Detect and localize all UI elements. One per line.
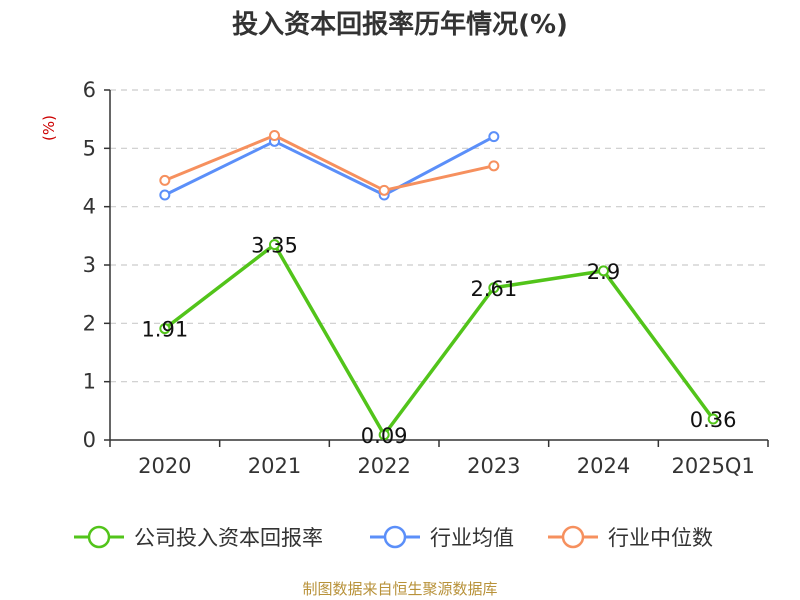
series-line bbox=[164, 135, 495, 197]
data-label: 2.61 bbox=[470, 277, 517, 301]
series-line bbox=[164, 134, 495, 192]
legend-label: 行业均值 bbox=[430, 526, 514, 550]
data-point[interactable] bbox=[378, 429, 390, 441]
series-layer bbox=[159, 130, 719, 441]
y-tick-label: 6 bbox=[83, 78, 96, 102]
data-point[interactable] bbox=[269, 130, 280, 141]
x-tick-label: 2021 bbox=[248, 454, 301, 478]
data-point[interactable] bbox=[488, 282, 500, 294]
data-label: 2.9 bbox=[587, 260, 620, 284]
series-1 bbox=[159, 131, 500, 201]
series-line bbox=[163, 242, 715, 437]
source-note: 制图数据来自恒生聚源数据库 bbox=[302, 580, 497, 598]
data-point[interactable] bbox=[378, 184, 390, 196]
x-tick-label: 2022 bbox=[357, 454, 410, 478]
data-label: 1.91 bbox=[141, 318, 188, 342]
legend-marker bbox=[561, 525, 585, 549]
legend[interactable]: 公司投入资本回报率 行业均值 行业中位数 bbox=[74, 525, 713, 550]
y-tick-label: 2 bbox=[83, 311, 96, 335]
data-point[interactable] bbox=[598, 265, 609, 277]
data-label: 0.36 bbox=[690, 408, 737, 432]
x-tick-label: 2024 bbox=[577, 454, 630, 478]
data-point[interactable] bbox=[159, 189, 171, 201]
data-point[interactable] bbox=[488, 160, 500, 172]
legend-item-2[interactable]: 行业中位数 bbox=[548, 525, 713, 550]
series-2 bbox=[159, 130, 500, 196]
grid-lines bbox=[110, 89, 768, 383]
data-label: 0.09 bbox=[361, 424, 408, 448]
data-point[interactable] bbox=[159, 174, 171, 186]
data-point[interactable] bbox=[269, 239, 280, 251]
legend-label: 公司投入资本回报率 bbox=[134, 526, 323, 550]
legend-marker bbox=[87, 525, 111, 549]
legend-item-1[interactable]: 行业均值 bbox=[370, 525, 514, 550]
y-axis-ticks: 0 1 2 3 4 5 6 bbox=[83, 78, 111, 452]
series-0 bbox=[159, 239, 719, 441]
y-axis-unit: (%) bbox=[40, 115, 58, 141]
data-point[interactable] bbox=[159, 323, 171, 335]
y-tick-label: 4 bbox=[83, 195, 96, 219]
y-tick-label: 0 bbox=[83, 428, 96, 452]
data-point[interactable] bbox=[488, 131, 500, 143]
legend-item-0[interactable]: 公司投入资本回报率 bbox=[74, 525, 323, 550]
legend-label: 行业中位数 bbox=[608, 526, 713, 550]
y-tick-label: 5 bbox=[83, 136, 96, 160]
data-label: 3.35 bbox=[251, 234, 298, 258]
data-labels: 1.91 3.35 0.09 2.61 2.9 0.36 bbox=[141, 234, 736, 448]
chart-title: 投入资本回报率历年情况(%) bbox=[232, 9, 568, 40]
x-tick-label: 2023 bbox=[467, 454, 520, 478]
y-tick-label: 1 bbox=[83, 370, 96, 394]
x-axis: 2020 2021 2022 2023 2024 2025Q1 bbox=[109, 439, 769, 478]
data-point[interactable] bbox=[707, 413, 719, 425]
legend-marker bbox=[383, 525, 407, 549]
y-tick-label: 3 bbox=[83, 253, 96, 277]
x-tick-label: 2020 bbox=[138, 454, 191, 478]
x-tick-label: 2025Q1 bbox=[671, 454, 754, 478]
